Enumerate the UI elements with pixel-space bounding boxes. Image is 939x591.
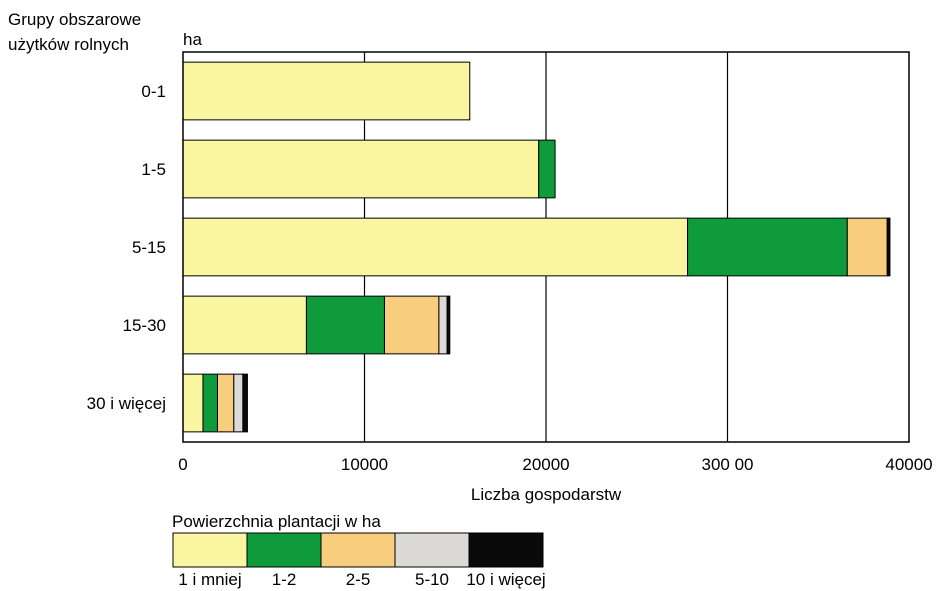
y-axis-unit: ha [183,30,202,49]
x-tick-label: 0 [178,455,187,474]
y-category-label: 15-30 [123,316,166,335]
bar-segment-5-1 [183,374,203,432]
bar-segment-4-2 [306,296,384,354]
bar-segment-3-1 [183,218,688,276]
legend-label-3: 2-5 [346,570,371,589]
x-tick-label: 300 00 [702,455,754,474]
legend-title: Powierzchnia plantacji w ha [172,512,381,531]
legend-swatch-5 [469,533,543,567]
bar-segment-2-1 [183,140,539,198]
bar-segment-5-5 [243,374,248,432]
bar-segment-3-3 [847,218,887,276]
legend-label-5: 10 i więcej [466,570,545,589]
x-tick-labels: 0 10000 20000 300 00 40000 [178,455,932,474]
y-category-label: 0-1 [141,82,166,101]
legend-swatch-2 [247,533,321,567]
x-tick-label: 20000 [522,455,569,474]
bar-segment-5-4 [234,374,243,432]
bar-segment-5-3 [217,374,233,432]
x-tick-label: 40000 [885,455,932,474]
legend-label-1: 1 i mniej [178,570,241,589]
bar-segment-4-1 [183,296,306,354]
y-category-labels: 0-1 1-5 5-15 15-30 30 i więcej [87,82,166,413]
legend-swatch-4 [395,533,469,567]
bar-segment-4-3 [384,296,438,354]
x-tick-label: 10000 [341,455,388,474]
bar-segment-2-2 [539,140,555,198]
legend-label-2: 1-2 [272,570,297,589]
bar-segment-3-2 [688,218,848,276]
bar-segment-4-5 [447,296,450,354]
y-category-label: 30 i więcej [87,394,166,413]
x-axis-title: Liczba gospodarstw [471,485,622,504]
legend-swatch-1 [173,533,247,567]
y-category-label: 5-15 [132,238,166,257]
legend: 1 i mniej 1-2 2-5 5-10 10 i więcej [173,533,546,589]
y-axis-title-line2: użytków rolnych [8,35,129,54]
legend-swatch-3 [321,533,395,567]
y-category-label: 1-5 [141,160,166,179]
bar-segment-4-4 [439,296,447,354]
bar-segment-3-5 [887,218,890,276]
legend-label-4: 5-10 [415,570,449,589]
bar-segment-5-2 [203,374,218,432]
y-axis-title-line1: Grupy obszarowe [8,10,141,29]
bar-segment-1-1 [183,62,470,120]
